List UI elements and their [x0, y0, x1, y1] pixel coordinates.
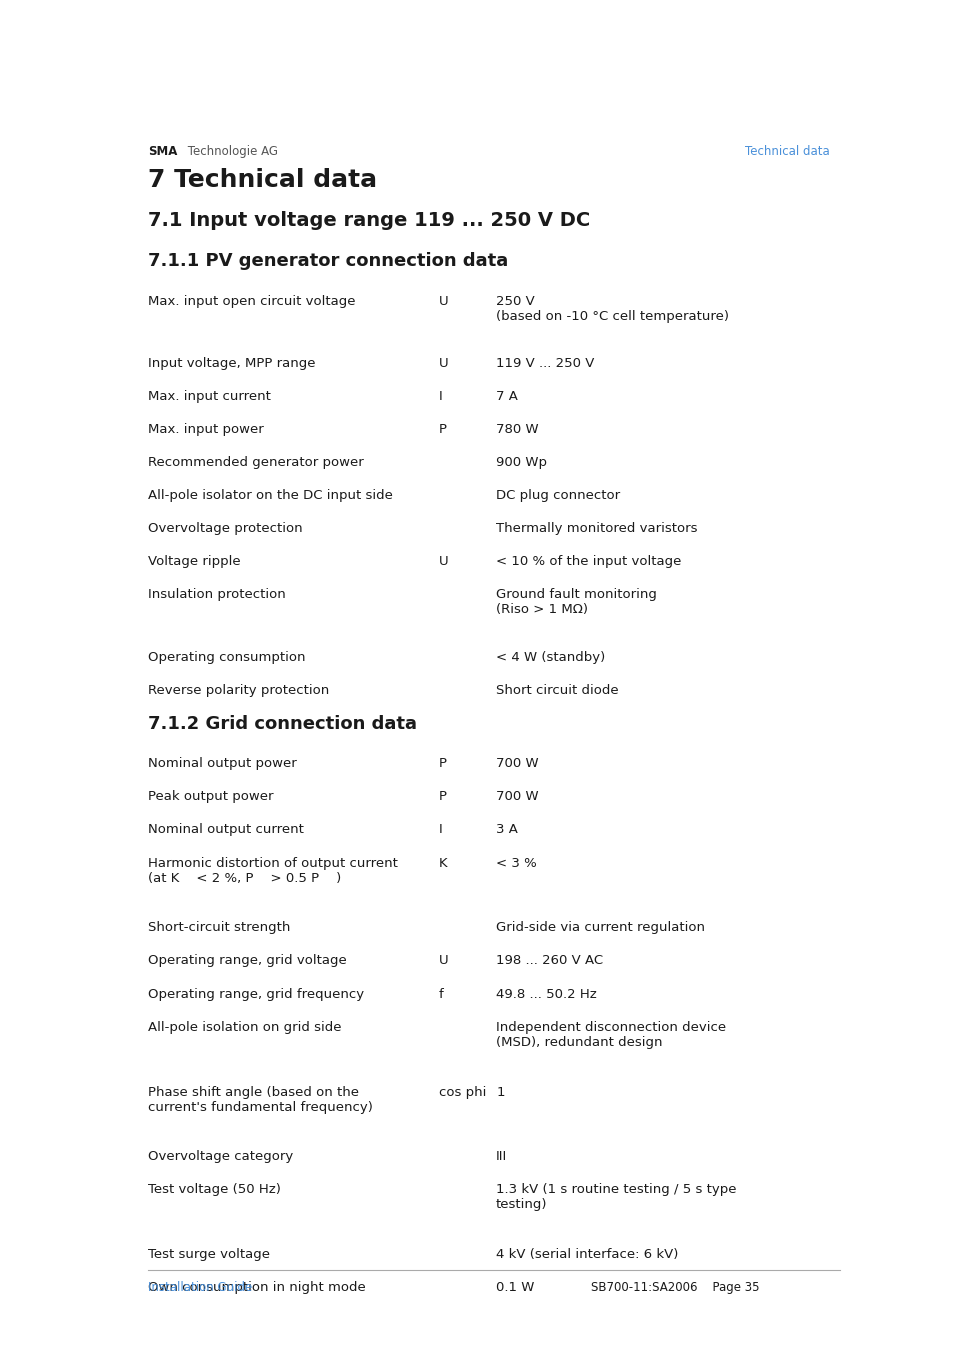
Text: Installation Guide: Installation Guide	[148, 1281, 252, 1294]
Text: Operating range, grid voltage: Operating range, grid voltage	[148, 954, 346, 967]
Text: Max. input power: Max. input power	[148, 423, 263, 436]
Text: 700 W: 700 W	[496, 757, 538, 770]
Text: Test surge voltage: Test surge voltage	[148, 1248, 270, 1262]
Text: SB700-11:SA2006    Page 35: SB700-11:SA2006 Page 35	[591, 1281, 760, 1294]
Text: Reverse polarity protection: Reverse polarity protection	[148, 684, 329, 697]
Text: All-pole isolator on the DC input side: All-pole isolator on the DC input side	[148, 489, 393, 503]
Text: f: f	[438, 988, 443, 1001]
Text: Technologie AG: Technologie AG	[184, 145, 278, 158]
Text: I: I	[438, 823, 442, 836]
Text: Technical data: Technical data	[744, 145, 829, 158]
Text: K: K	[438, 857, 447, 870]
Text: Independent disconnection device
(MSD), redundant design: Independent disconnection device (MSD), …	[496, 1021, 725, 1048]
Text: 7 A: 7 A	[496, 390, 517, 403]
Text: Voltage ripple: Voltage ripple	[148, 555, 240, 569]
Text: < 4 W (standby): < 4 W (standby)	[496, 650, 605, 663]
Text: DC plug connector: DC plug connector	[496, 489, 619, 503]
Text: 3 A: 3 A	[496, 823, 517, 836]
Text: III: III	[496, 1150, 507, 1163]
Text: 0.1 W: 0.1 W	[496, 1281, 534, 1294]
Text: Phase shift angle (based on the
current's fundamental frequency): Phase shift angle (based on the current'…	[148, 1086, 373, 1113]
Text: Max. input open circuit voltage: Max. input open circuit voltage	[148, 295, 355, 308]
Text: 7.1.1 PV generator connection data: 7.1.1 PV generator connection data	[148, 253, 508, 270]
Text: < 10 % of the input voltage: < 10 % of the input voltage	[496, 555, 680, 569]
Text: 7.1 Input voltage range 119 ... 250 V DC: 7.1 Input voltage range 119 ... 250 V DC	[148, 211, 590, 230]
Text: P: P	[438, 423, 446, 436]
Text: U: U	[438, 555, 448, 569]
Text: Test voltage (50 Hz): Test voltage (50 Hz)	[148, 1183, 280, 1197]
Text: 49.8 ... 50.2 Hz: 49.8 ... 50.2 Hz	[496, 988, 597, 1001]
Text: 700 W: 700 W	[496, 790, 538, 804]
Text: Nominal output current: Nominal output current	[148, 823, 303, 836]
Text: cos phi: cos phi	[438, 1086, 486, 1098]
Text: Harmonic distortion of output current
(at K    < 2 %, P    > 0.5 P    ): Harmonic distortion of output current (a…	[148, 857, 397, 885]
Text: 4 kV (serial interface: 6 kV): 4 kV (serial interface: 6 kV)	[496, 1248, 678, 1262]
Text: 119 V ... 250 V: 119 V ... 250 V	[496, 357, 594, 370]
Text: P: P	[438, 790, 446, 804]
Text: Overvoltage category: Overvoltage category	[148, 1150, 293, 1163]
Text: Peak output power: Peak output power	[148, 790, 274, 804]
Text: All-pole isolation on grid side: All-pole isolation on grid side	[148, 1021, 341, 1034]
Text: Grid-side via current regulation: Grid-side via current regulation	[496, 921, 704, 935]
Text: Operating range, grid frequency: Operating range, grid frequency	[148, 988, 364, 1001]
Text: 900 Wp: 900 Wp	[496, 455, 546, 469]
Text: Input voltage, MPP range: Input voltage, MPP range	[148, 357, 315, 370]
Text: 1.3 kV (1 s routine testing / 5 s type
testing): 1.3 kV (1 s routine testing / 5 s type t…	[496, 1183, 736, 1212]
Text: Recommended generator power: Recommended generator power	[148, 455, 363, 469]
Text: SMA: SMA	[148, 145, 177, 158]
Text: 7.1.2 Grid connection data: 7.1.2 Grid connection data	[148, 715, 416, 732]
Text: Insulation protection: Insulation protection	[148, 588, 285, 601]
Text: Own consumption in night mode: Own consumption in night mode	[148, 1281, 365, 1294]
Text: P: P	[438, 757, 446, 770]
Text: 198 ... 260 V AC: 198 ... 260 V AC	[496, 954, 602, 967]
Text: 780 W: 780 W	[496, 423, 538, 436]
Text: 7 Technical data: 7 Technical data	[148, 168, 376, 192]
Text: Overvoltage protection: Overvoltage protection	[148, 521, 302, 535]
Text: 1: 1	[496, 1086, 504, 1098]
Text: 250 V
(based on -10 °C cell temperature): 250 V (based on -10 °C cell temperature)	[496, 295, 728, 323]
Text: I: I	[438, 390, 442, 403]
Text: Max. input current: Max. input current	[148, 390, 271, 403]
Text: U: U	[438, 295, 448, 308]
Text: Nominal output power: Nominal output power	[148, 757, 296, 770]
Text: Operating consumption: Operating consumption	[148, 650, 305, 663]
Text: < 3 %: < 3 %	[496, 857, 537, 870]
Text: Thermally monitored varistors: Thermally monitored varistors	[496, 521, 697, 535]
Text: U: U	[438, 357, 448, 370]
Text: U: U	[438, 954, 448, 967]
Text: Short circuit diode: Short circuit diode	[496, 684, 618, 697]
Text: Short-circuit strength: Short-circuit strength	[148, 921, 290, 935]
Text: Ground fault monitoring
(Riso > 1 MΩ): Ground fault monitoring (Riso > 1 MΩ)	[496, 588, 657, 616]
